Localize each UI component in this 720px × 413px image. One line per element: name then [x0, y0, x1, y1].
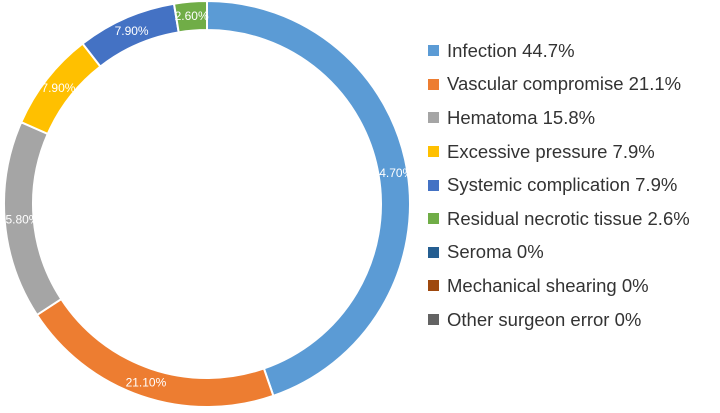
donut-slice-labels: 44.70% 21.10% 15.80% 7.90% 7.90% 2.60%	[0, 9, 414, 389]
donut-slices	[3, 0, 411, 408]
legend-swatch	[428, 280, 439, 292]
legend-label: Systemic complication 7.9%	[447, 174, 678, 196]
legend-swatch	[428, 246, 439, 258]
slice-vascular-compromise	[35, 297, 275, 408]
legend-label: Residual necrotic tissue 2.6%	[447, 207, 690, 229]
slice-label-residual-necrotic-tissue: 2.60%	[175, 9, 209, 23]
slice-label-infection: 44.70%	[373, 166, 414, 180]
legend-item-infection: Infection 44.7%	[428, 34, 690, 68]
legend-swatch	[428, 179, 439, 191]
legend-swatch	[428, 146, 439, 158]
legend-item-seroma: Seroma 0%	[428, 236, 690, 270]
slice-label-excessive-pressure: 7.90%	[41, 81, 75, 95]
legend-label: Infection 44.7%	[447, 39, 575, 61]
legend-label: Vascular compromise 21.1%	[447, 73, 682, 95]
slice-residual-necrotic-tissue	[172, 0, 208, 34]
legend-swatch	[428, 45, 439, 57]
legend-swatch	[428, 213, 439, 225]
legend-item-systemic-complication: Systemic complication 7.9%	[428, 168, 690, 202]
slice-label-hematoma: 15.80%	[0, 212, 40, 226]
legend-swatch	[428, 314, 439, 326]
legend-item-other-surgeon-error: Other surgeon error 0%	[428, 303, 690, 337]
slice-infection	[206, 0, 411, 398]
legend-item-residual-necrotic-tissue: Residual necrotic tissue 2.6%	[428, 202, 690, 236]
legend-label: Other surgeon error 0%	[447, 308, 642, 330]
slice-label-systemic-complication: 7.90%	[115, 24, 149, 38]
legend-label: Hematoma 15.8%	[447, 106, 596, 128]
legend-swatch	[428, 112, 439, 124]
legend-label: Seroma 0%	[447, 241, 544, 263]
slice-label-vascular-compromise: 21.10%	[126, 375, 167, 389]
chart-legend: Infection 44.7% Vascular compromise 21.1%…	[428, 34, 690, 336]
legend-item-hematoma: Hematoma 15.8%	[428, 101, 690, 135]
legend-item-excessive-pressure: Excessive pressure 7.9%	[428, 135, 690, 169]
legend-label: Excessive pressure 7.9%	[447, 140, 655, 162]
legend-item-mechanical-shearing: Mechanical shearing 0%	[428, 269, 690, 303]
legend-label: Mechanical shearing 0%	[447, 274, 649, 296]
legend-item-vascular-compromise: Vascular compromise 21.1%	[428, 68, 690, 102]
legend-swatch	[428, 78, 439, 90]
